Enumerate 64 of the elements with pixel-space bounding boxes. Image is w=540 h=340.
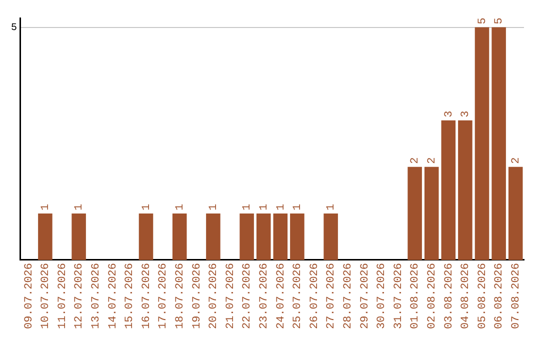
x-tick-label: 25.07.2026 xyxy=(292,262,304,330)
x-tick-label: 18.07.2026 xyxy=(174,262,187,330)
x-tick-label: 30.07.2026 xyxy=(376,262,388,330)
data-label: 5 xyxy=(476,18,489,24)
x-tick-label: 01.08.2026 xyxy=(410,262,422,330)
x-tick-label: 24.07.2026 xyxy=(275,262,288,330)
bar xyxy=(508,166,523,260)
data-label: 3 xyxy=(443,110,456,118)
x-tick-label: 27.07.2026 xyxy=(326,262,338,330)
bar xyxy=(273,213,288,260)
bar xyxy=(240,213,254,260)
x-tick-label: 14.07.2026 xyxy=(107,262,120,330)
data-label: 3 xyxy=(460,110,472,118)
x-tick-label: 02.08.2026 xyxy=(426,262,439,330)
x-tick-label: 09.07.2026 xyxy=(23,262,36,330)
bar xyxy=(458,120,472,260)
data-label: 1 xyxy=(258,203,271,210)
x-tick-label: 22.07.2026 xyxy=(242,262,254,330)
bar xyxy=(474,27,490,260)
bar xyxy=(172,213,187,260)
x-tick-label: 16.07.2026 xyxy=(140,262,153,330)
x-tick-label: 28.07.2026 xyxy=(342,262,355,330)
bar xyxy=(72,213,86,260)
x-tick-label: 12.07.2026 xyxy=(74,262,86,330)
bar xyxy=(324,213,338,260)
x-tick-label: 21.07.2026 xyxy=(224,262,237,330)
bar xyxy=(441,120,456,260)
bar xyxy=(424,166,439,260)
data-label: 2 xyxy=(410,157,422,164)
data-label: 1 xyxy=(292,203,304,210)
x-tick-label: 03.08.2026 xyxy=(443,262,456,330)
x-tick-label: 20.07.2026 xyxy=(208,262,220,330)
data-label: 1 xyxy=(140,203,153,210)
bar xyxy=(408,166,422,260)
x-tick-label: 17.07.2026 xyxy=(158,262,170,330)
data-label: 5 xyxy=(494,18,506,24)
x-tick-label: 10.07.2026 xyxy=(40,262,52,330)
x-tick-label: 26.07.2026 xyxy=(308,262,321,330)
data-label: 1 xyxy=(208,203,220,210)
x-tick-label: 23.07.2026 xyxy=(258,262,271,330)
data-label: 1 xyxy=(242,203,254,210)
data-label: 2 xyxy=(510,157,523,164)
bar xyxy=(256,213,271,260)
x-tick-label: 29.07.2026 xyxy=(359,262,372,330)
data-label: 1 xyxy=(275,203,288,210)
x-tick-label: 11.07.2026 xyxy=(56,262,69,330)
x-tick-label: 15.07.2026 xyxy=(124,262,136,330)
data-label: 1 xyxy=(174,203,187,210)
data-label: 1 xyxy=(40,203,52,210)
data-label: 2 xyxy=(426,157,439,164)
x-tick-label: 06.08.2026 xyxy=(494,262,506,330)
bar xyxy=(290,213,304,260)
bar xyxy=(492,27,506,260)
x-tick-label: 04.08.2026 xyxy=(460,262,472,330)
x-tick-label: 19.07.2026 xyxy=(191,262,204,330)
data-label: 1 xyxy=(74,203,86,210)
x-tick-label: 05.08.2026 xyxy=(476,262,489,330)
x-tick-label: 13.07.2026 xyxy=(90,262,103,330)
x-tick-label: 07.08.2026 xyxy=(510,262,523,330)
bar xyxy=(138,213,154,260)
bar xyxy=(206,213,220,260)
data-label: 1 xyxy=(326,203,338,210)
x-tick-label: 31.07.2026 xyxy=(392,262,405,330)
bar xyxy=(38,213,52,260)
